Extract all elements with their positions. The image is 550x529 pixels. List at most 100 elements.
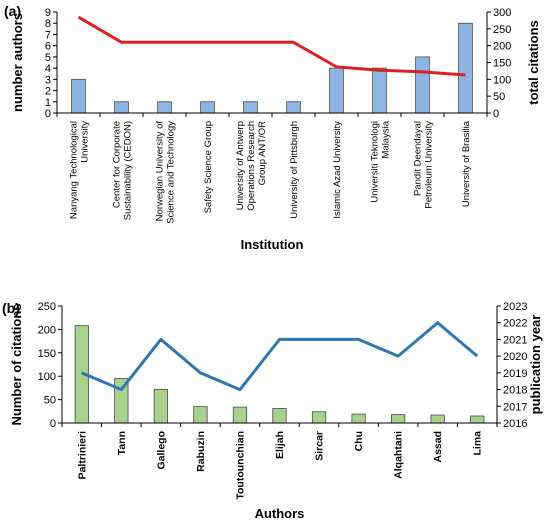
category-label-line: Sircar	[314, 431, 326, 461]
right-tick-label: 2017	[503, 401, 527, 413]
category-label-line: Group ANT/OR	[257, 121, 268, 186]
right-tick-label: 2018	[503, 385, 527, 397]
right-tick-label: 100	[493, 74, 511, 86]
category-label: Toutounchian	[234, 431, 246, 500]
bar	[430, 414, 445, 424]
category-label: Chu	[353, 431, 365, 451]
bar	[470, 415, 485, 424]
left-tick-label: 0	[50, 418, 56, 430]
left-tick-label: 100	[38, 371, 56, 383]
left-tick-label: 9	[45, 7, 51, 19]
bar	[458, 22, 473, 114]
bar	[415, 56, 430, 114]
right-tick-label: 200	[493, 41, 511, 53]
category-label: Assad	[432, 431, 444, 463]
line-series	[77, 15, 466, 77]
right-tick-label: 2022	[503, 318, 527, 330]
bar	[232, 406, 248, 424]
right-tick-label: 250	[493, 24, 511, 36]
right-tick-label: 0	[493, 108, 499, 120]
category-label: Gallego	[155, 431, 167, 470]
category-label: Tann	[116, 431, 128, 455]
category-label-line: Petroleum University	[424, 121, 435, 209]
panel-label: (b)	[2, 300, 20, 316]
right-tick-label: 2020	[503, 351, 527, 363]
category-label-line: Chu	[353, 431, 365, 451]
category-label-line: University of Brasilia	[461, 120, 472, 207]
category-label: Norwegian University ofScience and Techn…	[155, 121, 177, 224]
left-tick-label: 0	[45, 108, 51, 120]
bar	[153, 388, 168, 424]
category-label-line: Lima	[472, 431, 484, 456]
category-label-line: Assad	[432, 431, 444, 463]
bar	[286, 101, 301, 114]
category-label: Safety Science Group	[203, 121, 214, 213]
left-tick-label: 250	[38, 301, 56, 313]
right-tick-label: 2016	[503, 418, 527, 430]
bar	[200, 101, 215, 114]
bar	[311, 411, 327, 424]
chart-panel-b: (b) 0 50 100 150 200 250 2016 2017 2018 2019 2020 20…	[2, 300, 543, 521]
x-axis-title: Institution	[241, 237, 304, 252]
category-label-line: University of Antwerp	[235, 121, 246, 210]
category-label-line: Center for Corporate	[112, 121, 123, 208]
bar	[272, 408, 287, 424]
right-tick-label: 2023	[503, 301, 527, 313]
category-label: Sircar	[314, 431, 326, 461]
left-tick-label: 5	[45, 52, 51, 64]
bar	[114, 101, 129, 114]
category-label: Islamic Azad University	[332, 121, 343, 219]
category-label-line: Gallego	[155, 431, 167, 470]
category-label-line: University	[80, 121, 91, 163]
bar	[193, 406, 208, 424]
left-tick-label: 1	[45, 97, 51, 109]
category-label: Universiti TeknologiMalaysia	[370, 120, 392, 202]
category-label: University of Brasilia	[461, 120, 472, 207]
category-label-line: Operations Research	[246, 121, 257, 211]
panel-label: (a)	[4, 3, 21, 19]
left-tick-label: 8	[45, 18, 51, 30]
right-tick-label: 150	[493, 58, 511, 70]
left-tick-label: 2	[45, 86, 51, 98]
category-label-line: Islamic Azad University	[332, 121, 343, 219]
right-tick-label: 300	[493, 7, 511, 19]
category-label: University of AntwerpOperations Research…	[235, 121, 268, 211]
bar	[372, 67, 387, 114]
category-label: University of Pittsburgh	[289, 121, 300, 219]
left-tick-label: 150	[38, 348, 56, 360]
right-tick-label: 2021	[503, 334, 527, 346]
bar	[71, 78, 86, 114]
category-label-line: Universiti Teknologi	[370, 121, 381, 203]
left-tick-label: 3	[45, 74, 51, 86]
category-label-line: Pandit Deendayal	[413, 121, 424, 196]
bar	[243, 101, 258, 114]
bar	[351, 413, 366, 424]
category-label: Paltrinieri	[76, 431, 88, 480]
category-label-line: Sustainability (CEDON)	[123, 121, 134, 220]
left-tick-label: 4	[45, 63, 51, 75]
category-label-line: Nanyang Technological	[69, 121, 80, 219]
x-axis-title: Authors	[255, 506, 305, 521]
left-tick-label: 200	[38, 324, 56, 336]
category-label-line: Alqahtani	[393, 431, 405, 479]
category-label: Rabuzin	[195, 431, 207, 472]
left-tick-label: 6	[45, 41, 51, 53]
right-axis-title: publication year	[528, 315, 543, 415]
category-label: Elijah	[274, 431, 286, 459]
category-label-line: University of Pittsburgh	[289, 121, 300, 219]
category-label-line: Paltrinieri	[76, 431, 88, 480]
left-tick-label: 50	[44, 395, 56, 407]
category-label: Pandit DeendayalPetroleum University	[413, 121, 435, 209]
bar	[391, 414, 406, 424]
category-label-line: Safety Science Group	[203, 121, 214, 213]
right-tick-label: 2019	[503, 368, 527, 380]
category-label-line: Rabuzin	[195, 431, 207, 472]
line-series	[81, 321, 479, 392]
category-label-line: Toutounchian	[234, 431, 246, 500]
right-tick-label: 50	[493, 91, 505, 103]
category-label-line: Science and Technology	[166, 121, 177, 224]
category-label: Nanyang TechnologicalUniversity	[69, 121, 91, 219]
category-label-line: Malaysia	[381, 120, 392, 158]
